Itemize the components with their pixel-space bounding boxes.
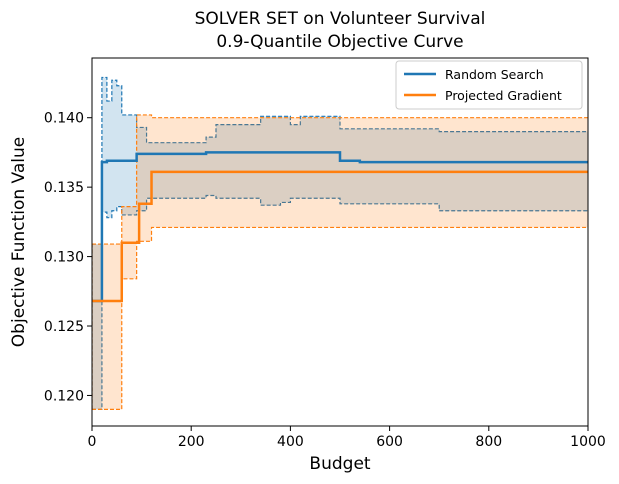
- x-tick-label: 400: [277, 434, 304, 450]
- x-axis-ticks: 0 200 400 600 800 1000: [88, 426, 606, 450]
- ci-upper-projected-gradient: [92, 114, 588, 245]
- x-tick-label: 200: [178, 434, 205, 450]
- y-tick-label: 0.125: [44, 319, 84, 335]
- x-tick-label: 600: [376, 434, 403, 450]
- plot-area: [92, 76, 588, 410]
- legend: Random Search Projected Gradient: [395, 60, 583, 110]
- x-tick-label: 0: [88, 434, 97, 450]
- series-line-random-search: [92, 151, 588, 303]
- chart-title-line2: 0.9-Quantile Objective Curve: [216, 32, 463, 52]
- y-tick-label: 0.140: [44, 111, 84, 127]
- ci-upper-random-search: [92, 76, 588, 245]
- series-line-projected-gradient: [92, 170, 588, 303]
- legend-box: [395, 60, 583, 110]
- ci-band-random-search: [92, 77, 588, 410]
- y-tick-label: 0.120: [44, 388, 84, 404]
- x-tick-label: 1000: [570, 434, 606, 450]
- ci-lower-random-search: [92, 194, 588, 410]
- chart-title-line1: SOLVER SET on Volunteer Survival: [195, 9, 486, 29]
- legend-label-random-search: Random Search: [445, 67, 544, 82]
- x-tick-label: 800: [475, 434, 502, 450]
- legend-label-projected-gradient: Projected Gradient: [445, 88, 562, 103]
- ci-lower-projected-gradient: [92, 226, 588, 410]
- plot-frame: [91, 57, 589, 427]
- ci-band-projected-gradient: [92, 114, 588, 410]
- y-axis-label: Objective Function Value: [9, 137, 29, 347]
- x-axis-label: Budget: [309, 454, 370, 474]
- y-axis-ticks: 0.120 0.125 0.130 0.135 0.140: [44, 111, 92, 404]
- y-tick-label: 0.130: [44, 250, 84, 266]
- y-tick-label: 0.135: [44, 180, 84, 196]
